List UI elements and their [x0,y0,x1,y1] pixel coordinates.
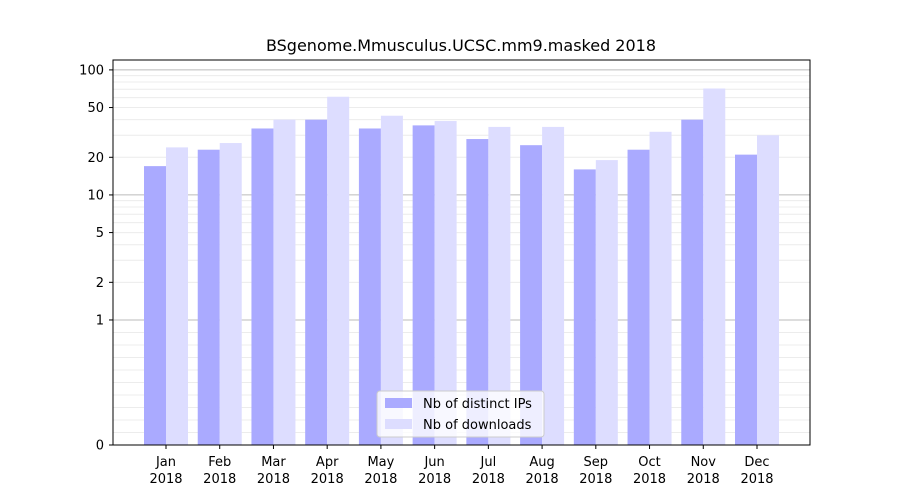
legend: Nb of distinct IPs Nb of downloads [376,390,545,438]
bar-downloads-aug [542,126,565,446]
x-tick-year: 2018 [149,472,182,487]
x-tick-month: Jun [423,455,444,470]
x-tick-year: 2018 [472,472,505,487]
bar-distinct-ips-feb [197,149,220,446]
x-tick-year: 2018 [687,472,720,487]
y-tick-label: 100 [79,63,104,78]
bars [144,88,779,446]
x-tick-label: Feb 2018 [203,455,236,487]
bar-distinct-ips-apr [305,119,328,446]
x-tick-month: Jul [480,455,497,470]
legend-box [376,390,545,438]
bar-distinct-ips-sep [573,169,596,445]
x-tick-label: May 2018 [364,455,397,487]
x-axis: Jan 2018 Feb 2018 Mar 2018 Apr 2018 May 2018 Jun 20… [149,445,774,487]
bar-distinct-ips-dec [735,154,757,446]
bar-downloads-jul [488,126,511,446]
x-tick-label: Jan 2018 [149,455,182,487]
x-tick-label: Nov 2018 [687,455,720,487]
legend-label: Nb of downloads [423,418,532,433]
bar-downloads-nov [703,88,726,446]
bar-downloads-jun [434,121,457,446]
x-tick-label: Oct 2018 [633,455,666,487]
x-tick-label: Sep 2018 [579,455,612,487]
x-tick-year: 2018 [633,472,666,487]
bar-distinct-ips-mar [251,128,274,445]
legend-swatch [385,398,412,408]
x-tick-month: Feb [208,455,231,470]
bar-downloads-jan [166,147,188,446]
y-tick-label: 20 [87,151,104,166]
x-tick-year: 2018 [257,472,290,487]
plot-frame [112,59,811,446]
x-tick-month: Mar [261,455,286,470]
bar-distinct-ips-may [358,128,381,445]
bar-downloads-oct [649,131,672,445]
x-tick-year: 2018 [364,472,397,487]
x-tick-month: Sep [584,455,609,470]
y-tick-label: 50 [87,101,104,116]
bar-downloads-apr [327,96,350,445]
bar-distinct-ips-oct [627,149,650,446]
bar-downloads-may [380,115,403,445]
x-tick-year: 2018 [526,472,559,487]
x-tick-year: 2018 [740,472,773,487]
x-tick-month: Oct [638,455,660,470]
x-tick-month: Apr [316,455,339,470]
x-tick-month: Jan [155,455,176,470]
legend-label: Nb of distinct IPs [423,397,532,412]
x-tick-month: Dec [744,455,769,470]
x-tick-month: Nov [691,455,717,470]
bar-distinct-ips-nov [681,119,704,446]
legend-swatch [385,419,412,429]
x-tick-month: May [367,455,394,470]
y-axis: 0 1 2 5 10 20 50 100 [79,63,113,454]
bar-downloads-sep [595,160,618,445]
y-tick-label: 0 [96,439,104,454]
x-tick-label: Jul 2018 [472,455,505,487]
x-tick-label: Aug 2018 [526,455,559,487]
bar-downloads-mar [273,119,296,446]
y-tick-label: 1 [96,313,104,328]
y-tick-label: 5 [96,226,104,241]
bar-distinct-ips-jun [412,125,435,445]
bar-distinct-ips-jan [144,166,166,445]
x-tick-month: Aug [529,455,554,470]
x-tick-year: 2018 [311,472,344,487]
bar-downloads-feb [219,143,242,445]
bar-downloads-dec [757,135,779,445]
bar-distinct-ips-jul [466,139,489,445]
x-tick-label: Jun 2018 [418,455,451,487]
y-tick-label: 2 [96,276,104,291]
x-tick-label: Mar 2018 [257,455,290,487]
bar-distinct-ips-aug [520,145,543,445]
x-tick-label: Dec 2018 [740,455,773,487]
x-tick-year: 2018 [579,472,612,487]
x-tick-year: 2018 [203,472,236,487]
y-tick-label: 10 [87,188,104,203]
x-tick-year: 2018 [418,472,451,487]
x-tick-label: Apr 2018 [311,455,344,487]
chart-title: BSgenome.Mmusculus.UCSC.mm9.masked 2018 [266,36,656,55]
